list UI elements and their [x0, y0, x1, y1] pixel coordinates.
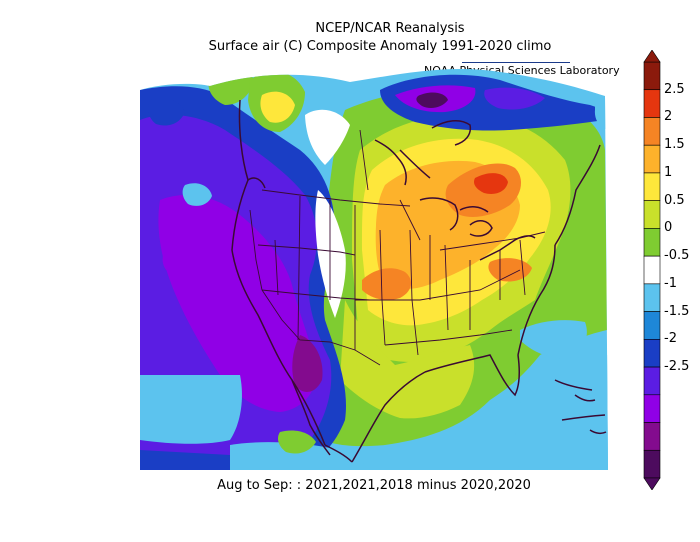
colorbar-swatch: [643, 117, 661, 146]
colorbar-swatch: [643, 61, 661, 91]
colorbar-tick-label: -1.5: [664, 303, 690, 319]
coastlines: [231, 99, 607, 463]
colorbar-tick-label: 0.5: [664, 192, 685, 208]
colorbar-tick-label: -1: [664, 275, 677, 291]
colorbar-tick-label: 1: [664, 164, 673, 180]
colorbar-swatch: [643, 449, 661, 479]
colorbar-tick-label: 2: [664, 109, 673, 125]
colorbar-tick-label: -2.5: [664, 359, 690, 375]
colorbar-swatch: [643, 366, 661, 396]
map-subtitle: Surface air (C) Composite Anomaly 1991-2…: [208, 39, 552, 54]
colorbar-swatch: [643, 311, 661, 340]
colorbar-tick-label: -2: [664, 331, 677, 347]
colorbar-swatch: [643, 89, 661, 118]
colorbar-top-arrow: [643, 50, 661, 63]
colorbar-tick-label: 2.5: [664, 81, 685, 97]
colorbar-tick-label: 0: [664, 220, 673, 236]
borders: [249, 129, 546, 366]
colorbar-swatch: [643, 172, 661, 201]
colorbar-tick-label: -0.5: [664, 248, 690, 264]
colorbar-tick-label: 1.5: [664, 137, 685, 153]
colorbar: [643, 50, 661, 490]
period-footer: Aug to Sep: : 2021,2021,2018 minus 2020,…: [217, 478, 531, 493]
colorbar-swatch: [643, 339, 661, 368]
colorbar-swatch: [643, 394, 661, 423]
colorbar-swatch: [643, 228, 661, 257]
colorbar-swatch: [643, 144, 661, 174]
colorbar-swatch: [643, 283, 661, 312]
map-title: NCEP/NCAR Reanalysis: [315, 21, 465, 36]
colorbar-bottom-arrow: [643, 477, 661, 490]
colorbar-swatch: [643, 255, 661, 285]
lab-credit-underline: [462, 62, 570, 63]
anomaly-map: [140, 69, 608, 470]
colorbar-swatch: [643, 422, 661, 451]
colorbar-swatch: [643, 200, 661, 229]
anomaly-shading: [140, 69, 608, 470]
